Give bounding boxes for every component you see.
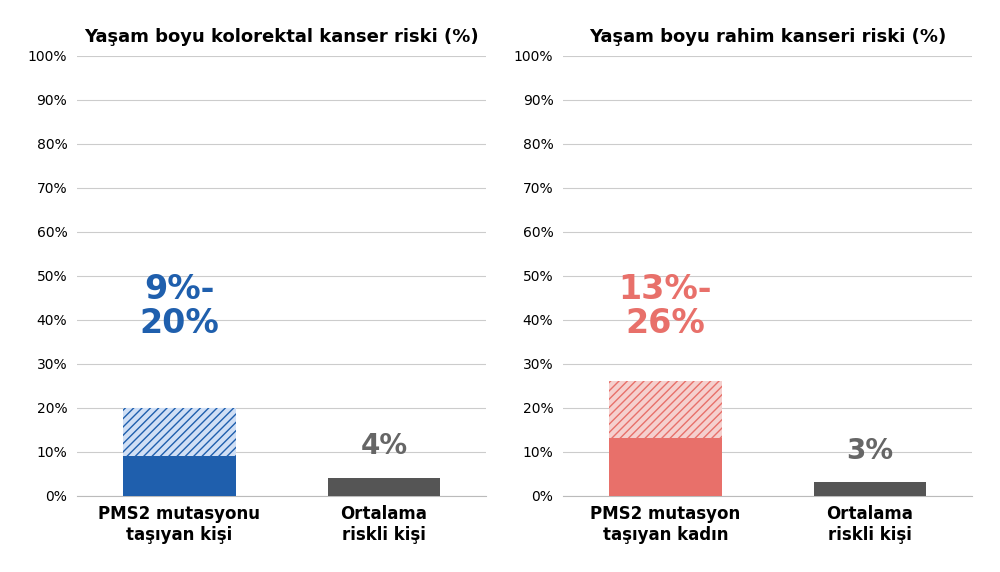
Text: 3%: 3% bbox=[846, 437, 894, 465]
Bar bbox=[609, 439, 722, 496]
Text: 13%-
26%: 13%- 26% bbox=[619, 273, 712, 340]
Bar bbox=[123, 408, 236, 456]
Title: Yaşam boyu rahim kanseri riski (%): Yaşam boyu rahim kanseri riski (%) bbox=[589, 28, 946, 46]
Bar bbox=[609, 382, 722, 439]
Bar bbox=[123, 408, 236, 456]
Text: 4%: 4% bbox=[360, 432, 407, 460]
Bar bbox=[328, 478, 440, 496]
Title: Yaşam boyu kolorektal kanser riski (%): Yaşam boyu kolorektal kanser riski (%) bbox=[84, 28, 479, 46]
Bar bbox=[123, 456, 236, 496]
Text: 9%-
20%: 9%- 20% bbox=[139, 273, 219, 340]
Bar bbox=[814, 483, 926, 496]
Bar bbox=[609, 382, 722, 439]
